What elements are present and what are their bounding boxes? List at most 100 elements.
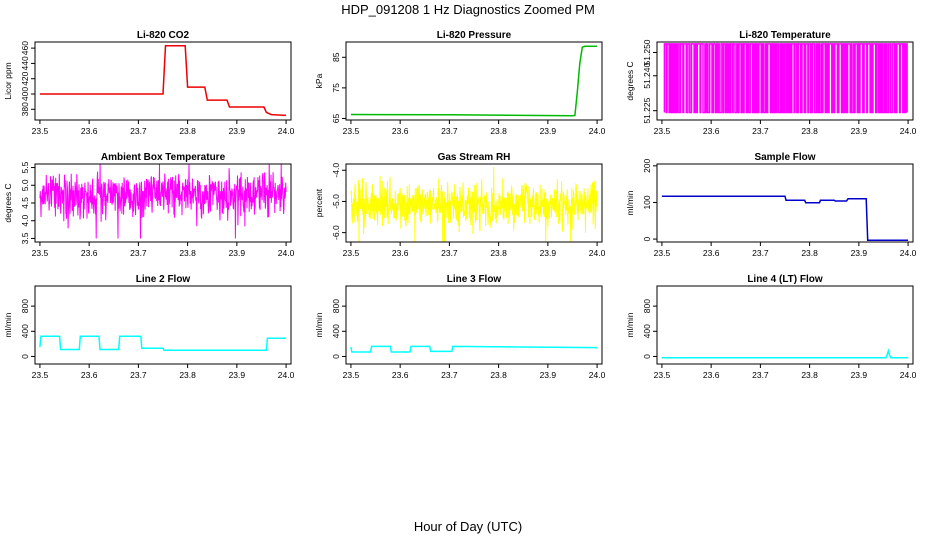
x-tick-label: 23.8 <box>179 248 196 258</box>
y-axis-label: percent <box>314 188 324 217</box>
panel-title: Sample Flow <box>754 152 815 163</box>
plot-frame <box>345 41 603 121</box>
x-tick-label: 23.6 <box>703 248 720 258</box>
y-axis-label: kPa <box>314 73 324 88</box>
y-tick-label: 65 <box>331 113 341 123</box>
data-series <box>350 45 598 117</box>
y-tick-label: 4.5 <box>20 197 30 209</box>
chart-panel: Line 2 Flow 23.5 23.6 23.7 23.8 23.9 24.0 0 400 8… <box>3 274 295 380</box>
data-series <box>661 195 909 241</box>
x-tick-label: 23.5 <box>32 248 49 258</box>
x-tick-label: 23.8 <box>179 370 196 380</box>
plot-frame <box>656 163 914 243</box>
y-tick-label: 51.250 <box>642 39 652 65</box>
y-tick-label: 0 <box>20 354 30 359</box>
y-tick-label: 0 <box>642 354 652 359</box>
data-series <box>39 45 287 117</box>
plot-frame <box>656 41 914 121</box>
x-tick-label: 23.5 <box>654 126 671 136</box>
x-tick-label: 23.6 <box>81 248 98 258</box>
panel-title: Li-820 Pressure <box>437 30 512 41</box>
x-tick-label: 23.7 <box>441 248 458 258</box>
x-tick-label: 23.6 <box>703 126 720 136</box>
y-tick-label: -6.0 <box>331 225 341 240</box>
x-tick-label: 23.8 <box>490 248 507 258</box>
y-axis-label: ml/min <box>625 190 635 215</box>
y-tick-label: 4.0 <box>20 215 30 227</box>
panel-title: Li-820 CO2 <box>137 30 190 41</box>
x-tick-label: 23.5 <box>654 370 671 380</box>
x-tick-label: 23.6 <box>703 370 720 380</box>
plot-frame <box>345 285 603 365</box>
y-tick-label: 400 <box>642 324 652 338</box>
x-tick-label: 23.9 <box>540 370 557 380</box>
y-tick-label: 75 <box>331 83 341 93</box>
plot-frame <box>656 285 914 365</box>
data-series <box>661 348 909 359</box>
x-tick-label: 23.5 <box>343 126 360 136</box>
x-tick-label: 23.8 <box>801 126 818 136</box>
x-tick-label: 23.7 <box>130 126 147 136</box>
x-tick-label: 23.5 <box>343 370 360 380</box>
chart-panel: Sample Flow 23.5 23.6 23.7 23.8 23.9 24.0 0 100 2… <box>625 152 917 258</box>
x-tick-label: 23.9 <box>540 126 557 136</box>
y-tick-label: 400 <box>331 324 341 338</box>
x-tick-label: 23.8 <box>801 370 818 380</box>
y-tick-label: 3.5 <box>20 232 30 244</box>
x-tick-label: 24.0 <box>589 370 606 380</box>
x-tick-label: 23.9 <box>229 248 246 258</box>
data-series <box>663 43 908 114</box>
y-tick-label: 400 <box>20 324 30 338</box>
x-tick-label: 23.9 <box>229 126 246 136</box>
y-tick-label: 0 <box>642 236 652 241</box>
y-tick-label: 800 <box>20 299 30 313</box>
chart-panel: Ambient Box Temperature 23.5 23.6 23.7 23.8 2… <box>3 152 295 258</box>
y-tick-label: 51.240 <box>642 62 652 88</box>
panel-title: Gas Stream RH <box>438 152 511 163</box>
y-tick-label: 460 <box>20 41 30 55</box>
chart-panel: Line 4 (LT) Flow 23.5 23.6 23.7 23.8 23.9 24.0… <box>625 274 917 380</box>
x-tick-label: 24.0 <box>278 126 295 136</box>
panel-title: Li-820 Temperature <box>739 30 831 41</box>
x-tick-label: 24.0 <box>278 370 295 380</box>
x-tick-label: 24.0 <box>589 126 606 136</box>
panel-title: Line 4 (LT) Flow <box>747 274 823 285</box>
x-tick-label: 23.5 <box>654 248 671 258</box>
chart-panel: Li-820 CO2 23.5 23.6 23.7 23.8 23.9 24.0 380400… <box>3 30 295 136</box>
x-tick-label: 23.5 <box>32 370 49 380</box>
x-tick-label: 23.6 <box>392 126 409 136</box>
x-tick-label: 23.6 <box>81 370 98 380</box>
y-tick-label: 100 <box>642 195 652 209</box>
x-tick-label: 23.9 <box>851 370 868 380</box>
y-axis-label: ml/min <box>625 312 635 337</box>
y-axis-label: ml/min <box>3 312 13 337</box>
chart-panel: Line 3 Flow 23.5 23.6 23.7 23.8 23.9 24.0 0 400 8… <box>314 274 606 380</box>
x-tick-label: 23.9 <box>229 370 246 380</box>
x-tick-label: 23.7 <box>752 370 769 380</box>
x-tick-label: 23.7 <box>752 126 769 136</box>
x-tick-label: 23.5 <box>32 126 49 136</box>
x-tick-label: 23.7 <box>752 248 769 258</box>
y-tick-label: 800 <box>642 299 652 313</box>
x-tick-label: 23.7 <box>441 370 458 380</box>
x-tick-label: 24.0 <box>278 248 295 258</box>
x-tick-label: 23.7 <box>130 248 147 258</box>
y-axis-label: degrees C <box>625 61 635 100</box>
y-tick-label: 0 <box>331 354 341 359</box>
x-tick-label: 24.0 <box>900 126 917 136</box>
panel-title: Line 2 Flow <box>136 274 191 285</box>
y-tick-label: 440 <box>20 56 30 70</box>
data-series <box>39 163 287 239</box>
y-axis-label: ml/min <box>314 312 324 337</box>
y-tick-label: 400 <box>20 87 30 101</box>
x-tick-label: 24.0 <box>900 248 917 258</box>
y-tick-label: 51.225 <box>642 97 652 123</box>
x-tick-label: 24.0 <box>900 370 917 380</box>
y-tick-label: 5.0 <box>20 179 30 191</box>
y-axis-label: Licor ppm <box>3 62 13 99</box>
data-series <box>350 345 598 353</box>
chart-panel: Li-820 Temperature 23.5 23.6 23.7 23.8 23.9 24… <box>625 30 917 136</box>
chart-panel: Li-820 Pressure 23.5 23.6 23.7 23.8 23.9 24.0 6… <box>314 30 606 136</box>
y-tick-label: -5.0 <box>331 194 341 209</box>
